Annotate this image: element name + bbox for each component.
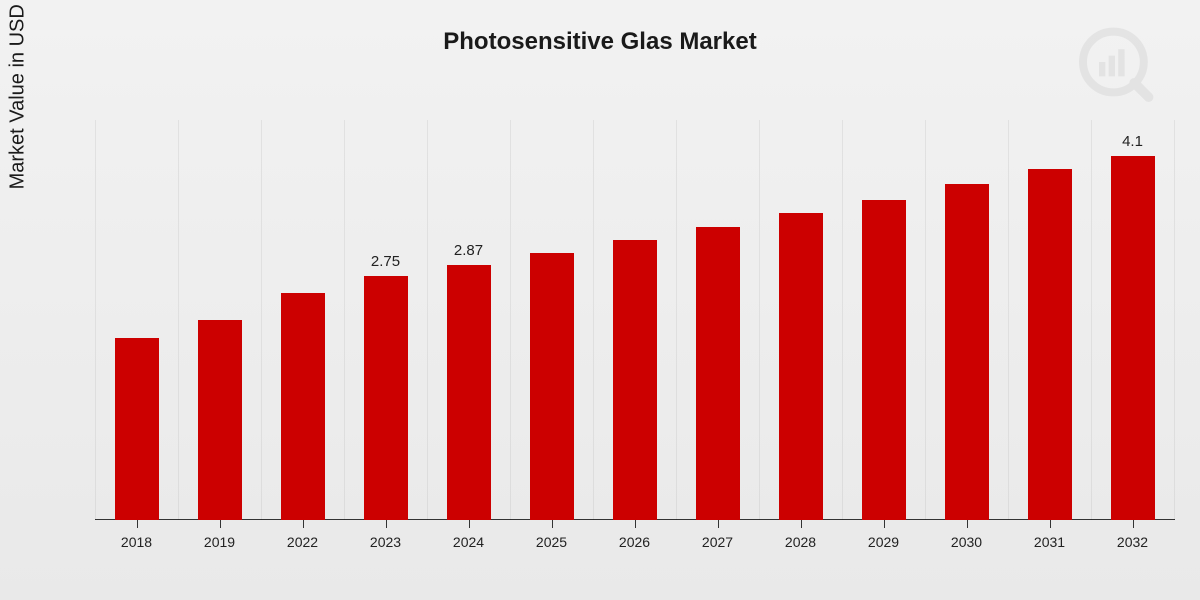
x-axis-label: 2027: [702, 534, 733, 550]
gridline-vertical: [1174, 120, 1175, 520]
watermark-logo: [1075, 22, 1155, 102]
gridline-vertical: [510, 120, 511, 520]
gridline-vertical: [759, 120, 760, 520]
bar: [696, 227, 740, 520]
x-axis-label: 2032: [1117, 534, 1148, 550]
bar: [945, 184, 989, 520]
x-axis-label: 2023: [370, 534, 401, 550]
x-tick: [718, 520, 719, 528]
bar: [613, 240, 657, 520]
x-tick: [635, 520, 636, 528]
x-axis-label: 2024: [453, 534, 484, 550]
gridline-vertical: [344, 120, 345, 520]
x-axis-label: 2018: [121, 534, 152, 550]
gridline-vertical: [1008, 120, 1009, 520]
bar-value-label: 4.1: [1093, 133, 1173, 150]
bar: [115, 338, 159, 520]
gridline-vertical: [676, 120, 677, 520]
bar: [364, 276, 408, 520]
bar: [198, 320, 242, 520]
bar: [281, 293, 325, 520]
bar: [1028, 169, 1072, 520]
gridline-vertical: [261, 120, 262, 520]
gridline-vertical: [593, 120, 594, 520]
y-axis-label: Market Value in USD Billion: [7, 0, 30, 189]
x-axis-label: 2025: [536, 534, 567, 550]
x-tick: [801, 520, 802, 528]
bar: [530, 253, 574, 520]
bar: [862, 200, 906, 520]
gridline-vertical: [1091, 120, 1092, 520]
gridline-vertical: [178, 120, 179, 520]
x-tick: [1050, 520, 1051, 528]
gridline-vertical: [427, 120, 428, 520]
x-tick: [884, 520, 885, 528]
chart-title: Photosensitive Glas Market: [0, 28, 1200, 56]
x-axis-label: 2030: [951, 534, 982, 550]
plot-area: 2018201920222.7520232.872024202520262027…: [95, 120, 1175, 520]
x-axis-label: 2031: [1034, 534, 1065, 550]
x-axis-label: 2022: [287, 534, 318, 550]
x-tick: [1133, 520, 1134, 528]
x-axis-label: 2019: [204, 534, 235, 550]
x-tick: [386, 520, 387, 528]
bar: [1111, 156, 1155, 520]
gridline-vertical: [925, 120, 926, 520]
x-axis-label: 2029: [868, 534, 899, 550]
x-tick: [967, 520, 968, 528]
bar: [447, 265, 491, 520]
bar: [779, 213, 823, 520]
x-axis-label: 2026: [619, 534, 650, 550]
x-tick: [469, 520, 470, 528]
bar-value-label: 2.75: [346, 253, 426, 270]
gridline-vertical: [842, 120, 843, 520]
x-tick: [552, 520, 553, 528]
x-axis-label: 2028: [785, 534, 816, 550]
x-tick: [220, 520, 221, 528]
chart-container: Photosensitive Glas Market Market Value …: [0, 0, 1200, 600]
x-tick: [303, 520, 304, 528]
gridline-vertical: [95, 120, 96, 520]
x-tick: [137, 520, 138, 528]
bar-value-label: 2.87: [429, 242, 509, 259]
